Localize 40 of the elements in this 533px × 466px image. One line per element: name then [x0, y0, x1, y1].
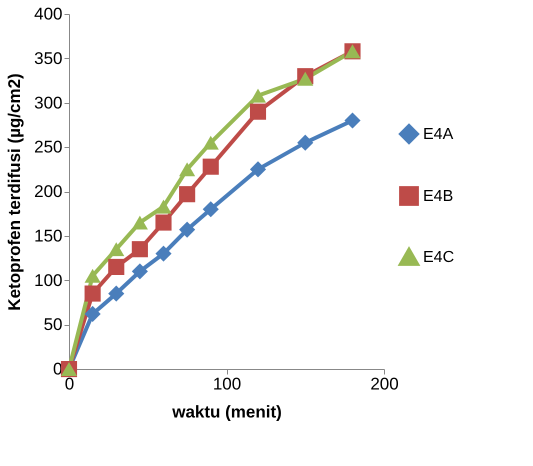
point: [179, 222, 196, 238]
y-tick-label: 250: [34, 138, 62, 157]
point: [250, 161, 266, 178]
point: [297, 72, 314, 86]
y-tick-label: 150: [34, 226, 62, 246]
y-tick-label: 400: [34, 4, 62, 24]
y-tick-label: 200: [34, 182, 62, 201]
point: [108, 286, 124, 302]
point: [132, 241, 148, 258]
point: [132, 263, 148, 280]
legend-label: E4A: [423, 126, 454, 143]
point: [108, 258, 124, 275]
point: [179, 186, 196, 202]
point: [250, 104, 266, 120]
x-tick-label: 100: [212, 374, 242, 394]
point: [250, 88, 266, 103]
point: [297, 134, 314, 151]
y-tick-label: 100: [34, 270, 62, 290]
y-tick-label: 350: [34, 48, 62, 68]
point: [84, 268, 101, 283]
point: [155, 246, 172, 262]
point: [179, 162, 196, 176]
point: [108, 242, 124, 256]
point: [202, 201, 219, 218]
x-axis-title: waktu (menit): [171, 402, 282, 422]
x-tick-label: 200: [370, 374, 399, 394]
point: [132, 216, 148, 230]
point: [155, 214, 172, 231]
point: [344, 112, 361, 129]
legend-label: E4C: [423, 249, 454, 266]
point: [202, 136, 219, 150]
point: [84, 286, 101, 302]
point: [155, 200, 172, 214]
point: [202, 158, 219, 175]
y-tick-label: 300: [34, 93, 62, 112]
y-axis-title: Ketoprofen terdifusi (µg/cm2): [5, 73, 24, 311]
y-tick-label: 50: [44, 315, 62, 334]
x-tick-label: 0: [64, 374, 74, 394]
legend-label: E4B: [423, 188, 454, 205]
point: [84, 306, 101, 322]
